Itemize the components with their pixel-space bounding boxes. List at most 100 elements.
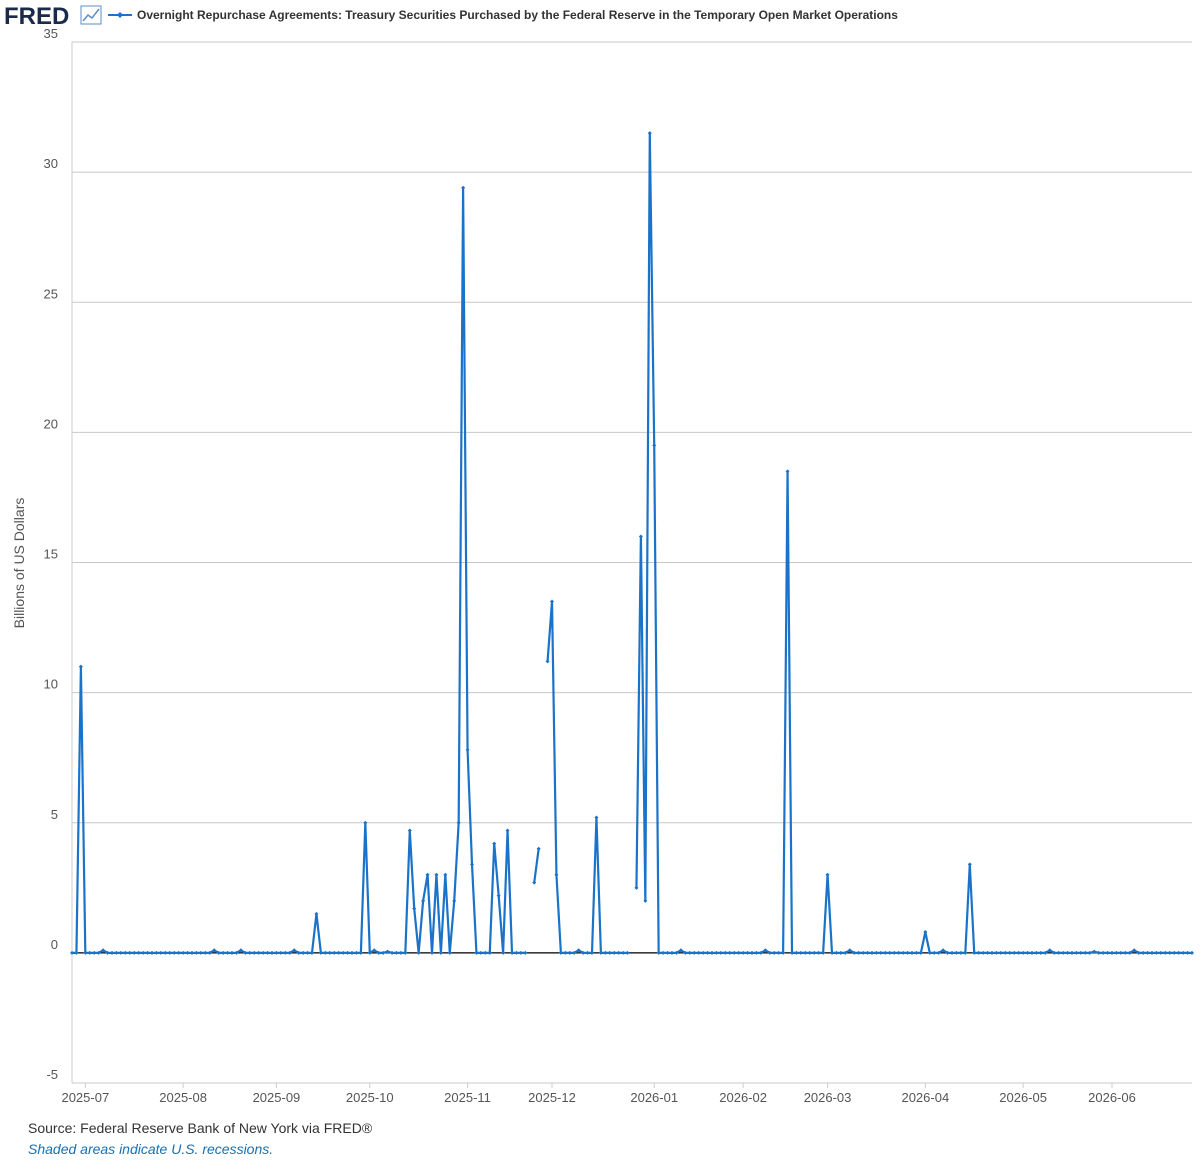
data-point	[252, 950, 257, 955]
data-point	[203, 950, 208, 955]
data-point	[238, 948, 243, 953]
data-point	[154, 950, 159, 955]
data-point	[283, 950, 288, 955]
x-tick-label: 2025-12	[528, 1090, 576, 1105]
data-point	[221, 950, 226, 955]
x-tick-label: 2026-04	[901, 1090, 949, 1105]
data-point	[870, 950, 874, 955]
data-point	[118, 950, 123, 955]
data-point	[207, 950, 212, 955]
x-tick-label: 2025-09	[253, 1090, 301, 1105]
x-tick-label: 2025-07	[61, 1090, 109, 1105]
data-point	[1021, 950, 1026, 955]
source: Source: Federal Reserve Bank of New York…	[28, 1120, 373, 1136]
data-point	[932, 950, 937, 955]
data-point	[612, 950, 617, 955]
data-point	[496, 893, 501, 898]
data-point	[301, 950, 306, 955]
fred-logo[interactable]: FRED	[4, 3, 69, 30]
data-point	[234, 950, 239, 955]
data-point	[643, 898, 648, 903]
data-point	[74, 950, 79, 955]
data-point	[1003, 950, 1008, 955]
data-point	[794, 950, 799, 955]
data-point	[847, 948, 852, 953]
data-point	[923, 930, 928, 935]
data-point	[376, 950, 381, 955]
x-tick-label: 2026-01	[630, 1090, 678, 1105]
data-point	[1150, 950, 1154, 955]
data-point	[194, 950, 199, 955]
data-point	[381, 950, 386, 955]
data-point	[1141, 950, 1146, 955]
data-point	[807, 950, 812, 955]
y-tick-label: 35	[44, 26, 58, 41]
data-point	[1083, 950, 1088, 955]
y-tick-label: 10	[44, 677, 58, 692]
data-point	[710, 950, 714, 955]
data-point	[812, 950, 817, 955]
data-point	[554, 872, 559, 877]
x-tick-label: 2026-06	[1088, 1090, 1136, 1105]
data-point	[416, 950, 421, 955]
data-point	[985, 950, 990, 955]
data-point	[670, 950, 674, 955]
data-point	[981, 950, 986, 955]
data-point	[790, 950, 794, 955]
data-point	[696, 950, 701, 955]
data-point	[181, 950, 186, 955]
data-point	[927, 950, 932, 955]
x-tick-label: 2026-03	[804, 1090, 852, 1105]
data-point	[736, 950, 741, 955]
data-point	[1176, 950, 1181, 955]
data-point	[443, 872, 448, 877]
data-point	[763, 948, 768, 953]
y-tick-label: -5	[46, 1067, 58, 1082]
data-point	[941, 948, 946, 953]
data-point	[585, 950, 590, 955]
data-point	[461, 185, 466, 190]
data-point	[1056, 950, 1061, 955]
data-point	[105, 950, 110, 955]
data-point	[314, 911, 319, 916]
data-point	[1163, 950, 1168, 955]
data-point	[656, 950, 661, 955]
recession-note[interactable]: Shaded areas indicate U.S. recessions.	[28, 1141, 273, 1157]
data-point	[936, 950, 941, 955]
logo-icon	[80, 5, 102, 25]
data-point	[1074, 950, 1079, 955]
data-point	[994, 950, 999, 955]
data-point	[727, 950, 732, 955]
data-point	[1025, 950, 1030, 955]
data-point	[976, 950, 981, 955]
data-point	[430, 950, 434, 955]
data-point	[510, 950, 514, 955]
data-point	[652, 443, 657, 448]
data-point	[1070, 950, 1074, 955]
data-point	[861, 950, 866, 955]
data-point	[545, 659, 550, 664]
legend-icon	[108, 12, 132, 18]
data-point	[550, 599, 554, 604]
data-point	[776, 950, 781, 955]
data-point	[141, 950, 146, 955]
data-point	[390, 950, 394, 955]
data-point	[358, 950, 363, 955]
data-point	[1047, 948, 1052, 953]
data-point	[216, 950, 221, 955]
data-point	[296, 950, 301, 955]
data-point	[438, 950, 443, 955]
data-point	[1167, 950, 1172, 955]
data-point	[865, 950, 870, 955]
data-point	[843, 950, 848, 955]
data-point	[803, 950, 808, 955]
data-point	[1145, 950, 1150, 955]
data-point	[567, 950, 572, 955]
data-point	[305, 950, 310, 955]
data-point	[674, 950, 679, 955]
x-tick-label: 2026-05	[999, 1090, 1047, 1105]
data-point	[1007, 950, 1012, 955]
data-point	[127, 950, 132, 955]
data-point	[887, 950, 892, 955]
